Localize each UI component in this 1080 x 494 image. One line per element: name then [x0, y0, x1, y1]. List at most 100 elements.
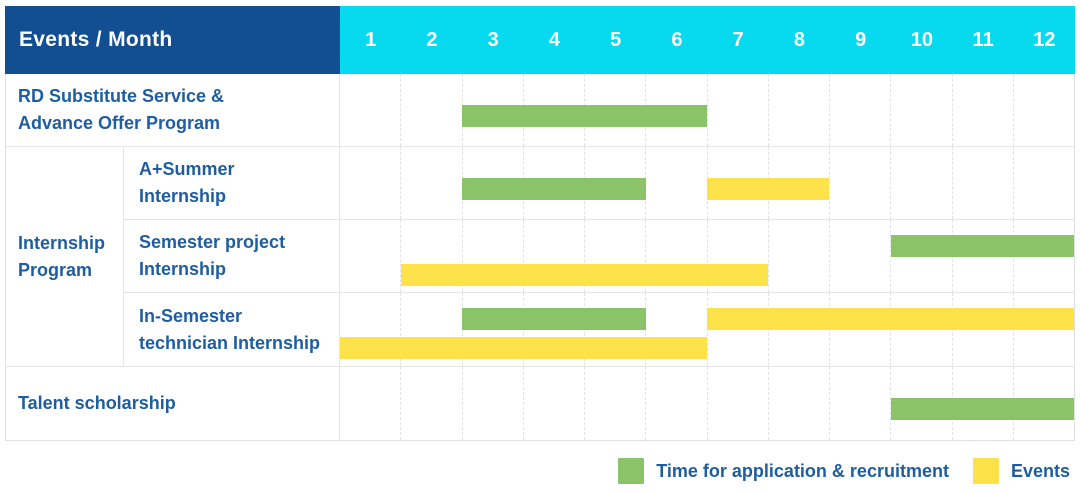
legend-item-application: Time for application & recruitment — [618, 458, 949, 484]
gantt-bar-green — [890, 398, 1074, 420]
month-grid-cell — [890, 74, 951, 146]
legend-label-application: Time for application & recruitment — [656, 460, 949, 481]
legend: Time for application & recruitment Event… — [618, 458, 1070, 484]
month-grid-cell — [340, 74, 400, 146]
month-grid-cell — [829, 147, 890, 219]
label-line: In-Semester — [139, 305, 243, 326]
row-label-a-plus-summer-internship: A+Summer Internship — [124, 147, 340, 219]
month-grid-cell — [522, 367, 584, 440]
row-timeline — [340, 367, 1074, 440]
table-row-a-plus-summer-internship: A+Summer Internship — [124, 147, 1074, 220]
table-header-row: Events / Month 1 2 3 4 5 6 7 8 9 10 11 12 — [5, 6, 1075, 74]
row-timeline — [340, 293, 1074, 366]
month-grid-cell — [951, 74, 1013, 146]
label-line: Program — [18, 259, 93, 280]
row-label-rd-substitute-service: RD Substitute Service & Advance Offer Pro… — [6, 74, 340, 146]
month-label: 8 — [793, 28, 805, 51]
month-grid-cell — [400, 367, 461, 440]
gantt-bar-yellow — [707, 178, 830, 200]
month-label: 6 — [671, 28, 683, 51]
label-line: RD Substitute Service & — [18, 86, 225, 106]
month-grid-cell — [706, 367, 768, 440]
gantt-bar-green — [462, 178, 646, 200]
month-header-row: 1 2 3 4 5 6 7 8 9 10 11 12 — [340, 6, 1075, 74]
month-grid-cell — [767, 367, 829, 440]
month-grid-cell — [400, 220, 461, 292]
gantt-bar-yellow — [707, 308, 1074, 330]
events-month-header: Events / Month — [5, 6, 340, 74]
month-grid-cell — [340, 220, 400, 292]
month-label: 9 — [855, 28, 867, 51]
month-label: 11 — [972, 28, 994, 51]
table-row-rd-substitute-service: RD Substitute Service & Advance Offer Pro… — [6, 74, 1074, 147]
month-grid-cell — [461, 367, 523, 440]
row-timeline — [340, 147, 1074, 219]
month-grid-cell — [1012, 74, 1074, 146]
green-swatch-icon — [618, 458, 645, 484]
gantt-bar-yellow — [401, 264, 769, 286]
month-grid-cell — [400, 147, 461, 219]
month-label: 12 — [1033, 28, 1056, 51]
month-grid-cell — [1012, 147, 1074, 219]
legend-item-events: Events — [972, 458, 1070, 484]
month-label: 5 — [610, 28, 622, 51]
month-grid-cell — [645, 367, 706, 440]
label-line: Talent scholarship — [18, 393, 176, 413]
month-grid-cell — [461, 74, 523, 146]
gantt-body: RD Substitute Service & Advance Offer Pro… — [5, 74, 1075, 441]
gantt-table: Events / Month 1 2 3 4 5 6 7 8 9 10 11 12 RD Substi… — [5, 6, 1075, 441]
month-grid-cell — [951, 147, 1013, 219]
month-grid-cell — [767, 220, 829, 292]
month-grid-cell — [584, 367, 645, 440]
gantt-bar-yellow — [340, 337, 707, 359]
month-label: 7 — [732, 28, 744, 51]
table-row-talent-scholarship: Talent scholarship — [6, 367, 1074, 440]
month-label: 10 — [910, 28, 933, 51]
group-rows: A+Summer Internship Semester project Intern… — [124, 147, 1074, 366]
label-line: Advance Offer Program — [18, 113, 221, 133]
group-internship-program: Internship Program A+Summer Internship Semes… — [6, 147, 1074, 367]
month-grid-cell — [340, 367, 400, 440]
row-label-in-semester-technician-internship: In-Semester technician Internship — [124, 293, 340, 366]
month-grid-cell — [829, 74, 890, 146]
month-grid-cell — [645, 220, 706, 292]
label-line: technician Internship — [139, 332, 321, 353]
month-grid-cell — [400, 74, 461, 146]
legend-label-events: Events — [1010, 460, 1070, 481]
table-row-semester-project-internship: Semester project Internship — [124, 220, 1074, 293]
month-grid-cell — [461, 220, 523, 292]
table-row-in-semester-technician-internship: In-Semester technician Internship — [124, 293, 1074, 366]
month-grid-cell — [767, 74, 829, 146]
gantt-bar-green — [462, 308, 646, 330]
month-label: 3 — [487, 28, 499, 51]
label-line: Semester project — [139, 232, 286, 252]
month-grid-cell — [706, 74, 768, 146]
yellow-swatch-icon — [972, 458, 999, 484]
month-grid-cell — [890, 147, 951, 219]
month-grid — [340, 74, 1074, 146]
row-timeline — [340, 220, 1074, 292]
gantt-bar-green — [462, 105, 707, 127]
month-grid-cell — [522, 220, 584, 292]
month-grid-cell — [645, 147, 706, 219]
month-grid-cell — [706, 220, 768, 292]
row-label-talent-scholarship: Talent scholarship — [6, 367, 340, 440]
month-grid-cell — [829, 220, 890, 292]
group-label: Internship Program — [6, 147, 124, 366]
month-grid-cell — [829, 367, 890, 440]
month-grid-cell — [461, 293, 523, 366]
month-label: 2 — [426, 28, 438, 51]
label-line: A+Summer — [139, 159, 235, 179]
row-timeline — [340, 74, 1074, 146]
label-line: Internship — [139, 186, 227, 206]
gantt-bar-green — [890, 235, 1074, 257]
month-label: 1 — [365, 28, 377, 51]
month-label: 4 — [548, 28, 560, 51]
month-grid-cell — [400, 293, 461, 366]
row-label-semester-project-internship: Semester project Internship — [124, 220, 340, 292]
month-grid-cell — [584, 220, 645, 292]
label-line: Internship — [139, 259, 227, 279]
month-grid-cell — [340, 147, 400, 219]
label-line: Internship — [18, 232, 106, 253]
